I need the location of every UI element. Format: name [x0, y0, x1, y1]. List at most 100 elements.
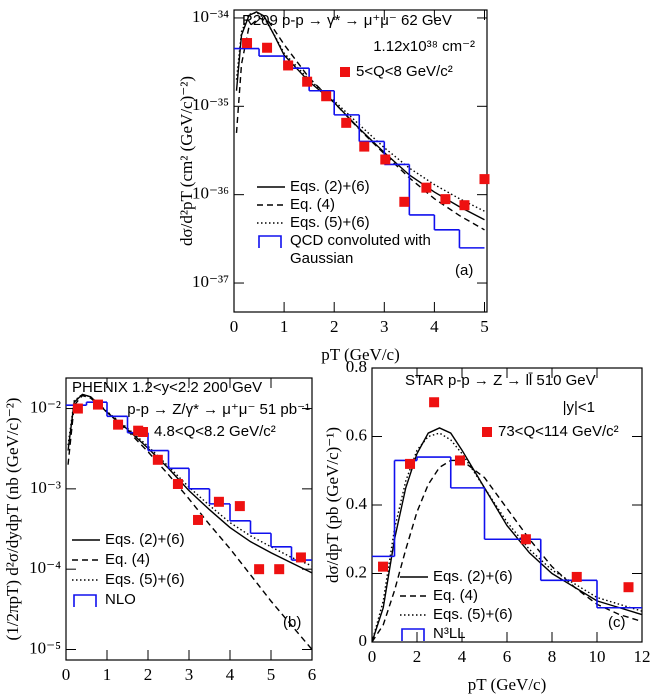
- data-point: [172, 478, 183, 489]
- legend-label-box: QCD convoluted with Gaussian: [290, 232, 431, 267]
- legend-step: [258, 235, 282, 248]
- data-point: [341, 117, 352, 128]
- y-axis-title: dσ/d²pT (cm² (GeV/c)⁻²): [177, 76, 196, 246]
- annotation: (b): [283, 614, 301, 631]
- x-tick-label: 0: [62, 665, 71, 684]
- legend-marker: [482, 427, 492, 437]
- annotation: (c): [608, 614, 626, 631]
- legend-label: Eqs. (5)+(6): [290, 214, 370, 231]
- data-point: [274, 564, 285, 575]
- x-tick-label: 2: [144, 665, 153, 684]
- y-tick-label: 10⁻³⁴: [192, 7, 229, 26]
- x-tick-label: 12: [634, 647, 651, 666]
- data-point: [295, 552, 306, 563]
- data-point: [440, 194, 451, 205]
- y-tick-label: 0.2: [346, 562, 367, 581]
- x-tick-label: 10: [589, 647, 606, 666]
- y-axis-title: (1/2πpT) d²σ/dydpT (nb (GeV/c)⁻²): [3, 398, 22, 641]
- data-point: [321, 91, 332, 102]
- x-tick-label: 0: [368, 647, 377, 666]
- data-point: [213, 496, 224, 507]
- y-tick-label: 10⁻³⁶: [192, 184, 229, 203]
- y-tick-label: 0: [359, 631, 368, 650]
- y-tick-label: 10⁻²: [30, 397, 61, 416]
- annotation: (a): [455, 262, 473, 279]
- y-tick-label: 0.8: [346, 357, 367, 376]
- legend-marker: [340, 67, 350, 77]
- annotation: R209 p-p → γ* → μ⁺μ⁻ 62 GeV: [242, 12, 452, 29]
- data-point: [380, 154, 391, 165]
- data-point: [242, 38, 253, 49]
- curve: [372, 432, 642, 642]
- y-tick-label: 10⁻³: [30, 478, 61, 497]
- legend-label: Eq. (4): [105, 551, 150, 568]
- legend-label: 4.8<Q<8.2 GeV/c²: [154, 423, 276, 440]
- x-tick-label: 3: [185, 665, 194, 684]
- x-tick-label: 0: [230, 317, 239, 336]
- x-axis-title: pT (GeV/c): [150, 693, 229, 696]
- x-tick-label: 5: [267, 665, 276, 684]
- legend-step: [401, 628, 425, 641]
- data-point: [378, 561, 389, 572]
- x-axis-title: pT (GeV/c): [468, 675, 547, 694]
- x-tick-label: 8: [548, 647, 557, 666]
- data-point: [520, 534, 531, 545]
- legend-label: 73<Q<114 GeV/c²: [498, 423, 619, 440]
- data-point: [254, 564, 265, 575]
- y-tick-label: 10⁻³⁵: [192, 95, 229, 114]
- data-point: [234, 501, 245, 512]
- x-tick-label: 4: [430, 317, 439, 336]
- y-axis-title: dσ/dpT (pb (GeV/c)⁻¹): [323, 427, 342, 583]
- annotation: p-p → Z/γ* → μ⁺μ⁻ 51 pb⁻¹: [127, 401, 310, 418]
- legend-label: Eq. (4): [290, 196, 335, 213]
- x-tick-label: 4: [458, 647, 467, 666]
- legend-label: Eqs. (5)+(6): [105, 571, 185, 588]
- data-point: [113, 419, 124, 430]
- data-point: [399, 196, 410, 207]
- y-tick-label: 0.4: [346, 494, 368, 513]
- data-point: [152, 454, 163, 465]
- annotation: PHENIX 1.2<y<2.2 200 GeV: [72, 379, 262, 396]
- data-point: [571, 571, 582, 582]
- x-tick-label: 3: [380, 317, 389, 336]
- x-tick-label: 4: [226, 665, 235, 684]
- legend-label: Eqs. (5)+(6): [433, 606, 513, 623]
- y-tick-label: 10⁻³⁷: [192, 272, 229, 291]
- plot-layer: [66, 393, 312, 650]
- x-tick-label: 2: [330, 317, 339, 336]
- plot-frame: [233, 9, 488, 313]
- x-tick-label: 6: [503, 647, 512, 666]
- data-point: [623, 582, 634, 593]
- legend-step: [73, 594, 97, 607]
- data-point: [405, 458, 416, 469]
- legend-marker: [138, 427, 148, 437]
- data-point: [429, 397, 440, 408]
- x-tick-label: 1: [280, 317, 289, 336]
- x-axis-title: pT (GeV/c): [321, 345, 400, 364]
- legend-label: N³LL: [433, 625, 466, 642]
- data-point: [72, 403, 83, 414]
- legend-label: QCD convoluted with Gaussian: [290, 232, 431, 267]
- annotation: STAR p-p → Z → ll̄ 510 GeV: [405, 372, 596, 389]
- data-point: [92, 399, 103, 410]
- legend-label: Eqs. (2)+(6): [105, 531, 185, 548]
- legend-label: 5<Q<8 GeV/c²: [356, 63, 453, 80]
- data-point: [454, 455, 465, 466]
- curve: [67, 394, 312, 650]
- data-point: [262, 42, 273, 53]
- x-tick-label: 6: [308, 665, 317, 684]
- data-point: [302, 76, 313, 87]
- legend-label: Eqs. (2)+(6): [290, 178, 370, 195]
- curve: [372, 427, 642, 642]
- data-point: [283, 60, 294, 71]
- data-point: [479, 174, 490, 185]
- data-point: [193, 514, 204, 525]
- annotation: 1.12x10³⁸ cm⁻²: [373, 38, 475, 55]
- x-tick-label: 5: [480, 317, 489, 336]
- annotation: |y|<1: [563, 399, 595, 416]
- x-tick-label: 2: [413, 647, 422, 666]
- y-tick-label: 10⁻⁵: [29, 638, 61, 657]
- legend-label: NLO: [105, 591, 136, 608]
